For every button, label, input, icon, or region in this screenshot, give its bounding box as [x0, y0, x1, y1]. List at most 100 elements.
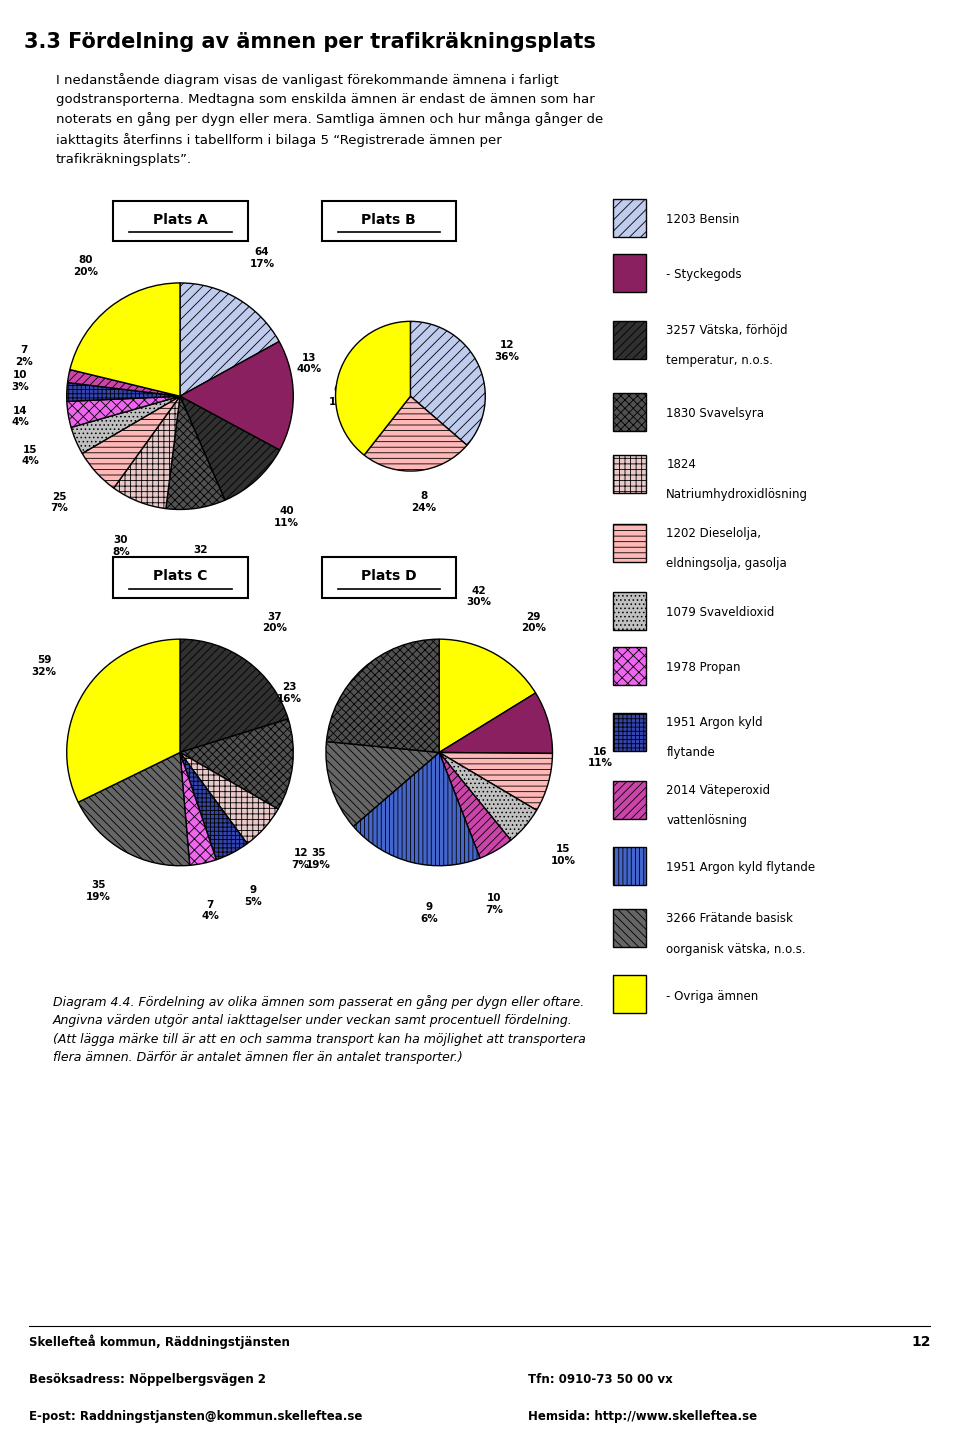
Text: Natriumhydroxidlösning: Natriumhydroxidlösning — [666, 489, 808, 502]
Text: 1830 Svavelsyra: 1830 Svavelsyra — [666, 407, 764, 420]
Text: Diagram 4.4. Fördelning av olika ämnen som passerat en gång per dygn eller oftar: Diagram 4.4. Fördelning av olika ämnen s… — [53, 995, 586, 1064]
Wedge shape — [180, 397, 279, 500]
Text: 14
4%: 14 4% — [12, 406, 30, 427]
Bar — [613, 910, 646, 948]
Text: I nedanstående diagram visas de vanligast förekommande ämnena i farligt
godstran: I nedanstående diagram visas de vanligas… — [56, 73, 603, 166]
Text: 3.3 Fördelning av ämnen per trafikräkningsplats: 3.3 Fördelning av ämnen per trafikräknin… — [24, 32, 596, 52]
Text: temperatur, n.o.s.: temperatur, n.o.s. — [666, 355, 774, 368]
Bar — [613, 254, 646, 292]
Text: - Ovriga ämnen: - Ovriga ämnen — [666, 990, 758, 1003]
Bar — [613, 647, 646, 685]
Wedge shape — [180, 753, 216, 865]
Text: 9
5%: 9 5% — [244, 885, 262, 907]
Text: Hemsida: http://www.skelleftea.se: Hemsida: http://www.skelleftea.se — [528, 1410, 757, 1423]
Wedge shape — [180, 284, 279, 397]
Text: flytande: flytande — [666, 746, 715, 759]
Text: 13
40%: 13 40% — [297, 352, 322, 374]
Wedge shape — [67, 369, 180, 397]
Bar — [613, 712, 646, 750]
Wedge shape — [439, 753, 537, 840]
Wedge shape — [180, 753, 278, 843]
Bar — [613, 199, 646, 237]
Text: Plats A: Plats A — [153, 214, 208, 227]
Bar — [613, 781, 646, 819]
Text: 2014 Väteperoxid: 2014 Väteperoxid — [666, 784, 771, 797]
Text: 59
32%: 59 32% — [32, 656, 57, 678]
Bar — [613, 455, 646, 493]
Text: 30
8%: 30 8% — [112, 535, 130, 557]
Wedge shape — [67, 640, 180, 803]
Wedge shape — [439, 640, 536, 753]
Text: 8
24%: 8 24% — [411, 491, 436, 512]
Wedge shape — [336, 321, 411, 455]
Wedge shape — [180, 753, 248, 859]
Wedge shape — [410, 321, 485, 445]
Wedge shape — [439, 753, 511, 858]
Wedge shape — [364, 395, 467, 471]
Text: E-post: Raddningstjansten@kommun.skelleftea.se: E-post: Raddningstjansten@kommun.skellef… — [29, 1410, 362, 1423]
Wedge shape — [166, 397, 225, 509]
Text: 3257 Vätska, förhöjd: 3257 Vätska, förhöjd — [666, 324, 788, 337]
Text: 64
17%: 64 17% — [250, 247, 275, 269]
Wedge shape — [180, 718, 293, 808]
Wedge shape — [67, 397, 180, 427]
Wedge shape — [180, 640, 288, 753]
Wedge shape — [353, 753, 480, 865]
Bar — [613, 592, 646, 630]
Text: 12
7%: 12 7% — [292, 848, 309, 869]
Text: 23
16%: 23 16% — [277, 682, 302, 704]
Text: oorganisk vätska, n.o.s.: oorganisk vätska, n.o.s. — [666, 942, 806, 955]
Text: Plats C: Plats C — [154, 570, 207, 583]
Bar — [613, 321, 646, 359]
Text: 1978 Propan: 1978 Propan — [666, 662, 741, 675]
Text: 7
2%: 7 2% — [15, 346, 33, 366]
Bar — [613, 523, 646, 561]
Text: 32
8%: 32 8% — [191, 545, 209, 567]
Text: 29
20%: 29 20% — [521, 612, 546, 632]
Text: 1203 Bensin: 1203 Bensin — [666, 214, 740, 225]
Wedge shape — [83, 397, 180, 489]
Text: 35
19%: 35 19% — [306, 848, 331, 869]
Wedge shape — [71, 397, 180, 454]
Wedge shape — [439, 694, 553, 753]
Text: 25
7%: 25 7% — [51, 491, 68, 513]
Text: 40
11%: 40 11% — [274, 506, 299, 528]
Wedge shape — [326, 742, 439, 826]
Text: Plats D: Plats D — [361, 570, 417, 583]
Text: 1202 Dieselolja,: 1202 Dieselolja, — [666, 526, 761, 539]
Wedge shape — [326, 640, 440, 753]
Text: 16
11%: 16 11% — [588, 747, 612, 768]
Text: Tfn: 0910-73 50 00 vx: Tfn: 0910-73 50 00 vx — [528, 1373, 673, 1386]
Text: 15
10%: 15 10% — [551, 845, 576, 865]
Text: vattenlösning: vattenlösning — [666, 814, 747, 827]
Text: 3266 Frätande basisk: 3266 Frätande basisk — [666, 913, 793, 925]
Text: 12: 12 — [912, 1335, 931, 1349]
Text: 1824: 1824 — [666, 458, 696, 471]
Text: Besöksadress: Nöppelbergsvägen 2: Besöksadress: Nöppelbergsvägen 2 — [29, 1373, 266, 1386]
Text: 35
19%: 35 19% — [85, 880, 110, 901]
Text: 42
30%: 42 30% — [467, 586, 492, 608]
Text: 37
20%: 37 20% — [262, 612, 287, 632]
Text: Plats B: Plats B — [361, 214, 417, 227]
Text: 7
4%: 7 4% — [202, 900, 219, 922]
Wedge shape — [180, 342, 293, 451]
Text: eldningsolja, gasolja: eldningsolja, gasolja — [666, 557, 787, 570]
Text: 1951 Argon kyld: 1951 Argon kyld — [666, 715, 763, 728]
Text: 10
3%: 10 3% — [11, 371, 29, 393]
Text: 80
20%: 80 20% — [73, 256, 98, 276]
Text: 1951 Argon kyld flytande: 1951 Argon kyld flytande — [666, 861, 815, 874]
Text: 12
36%: 12 36% — [494, 340, 519, 362]
Wedge shape — [113, 397, 180, 509]
Wedge shape — [79, 753, 190, 865]
Text: 1079 Svaveldioxid: 1079 Svaveldioxid — [666, 606, 775, 619]
Bar — [613, 976, 646, 1013]
Text: 10
7%: 10 7% — [485, 893, 503, 915]
Wedge shape — [439, 753, 552, 810]
Text: Skellefteå kommun, Räddningstjänsten: Skellefteå kommun, Räddningstjänsten — [29, 1335, 290, 1349]
Wedge shape — [66, 382, 180, 401]
Text: - Styckegods: - Styckegods — [666, 268, 742, 281]
Bar — [613, 393, 646, 430]
Wedge shape — [70, 284, 180, 397]
Text: 9
6%: 9 6% — [420, 901, 438, 923]
Text: 24
13%: 24 13% — [327, 756, 352, 778]
